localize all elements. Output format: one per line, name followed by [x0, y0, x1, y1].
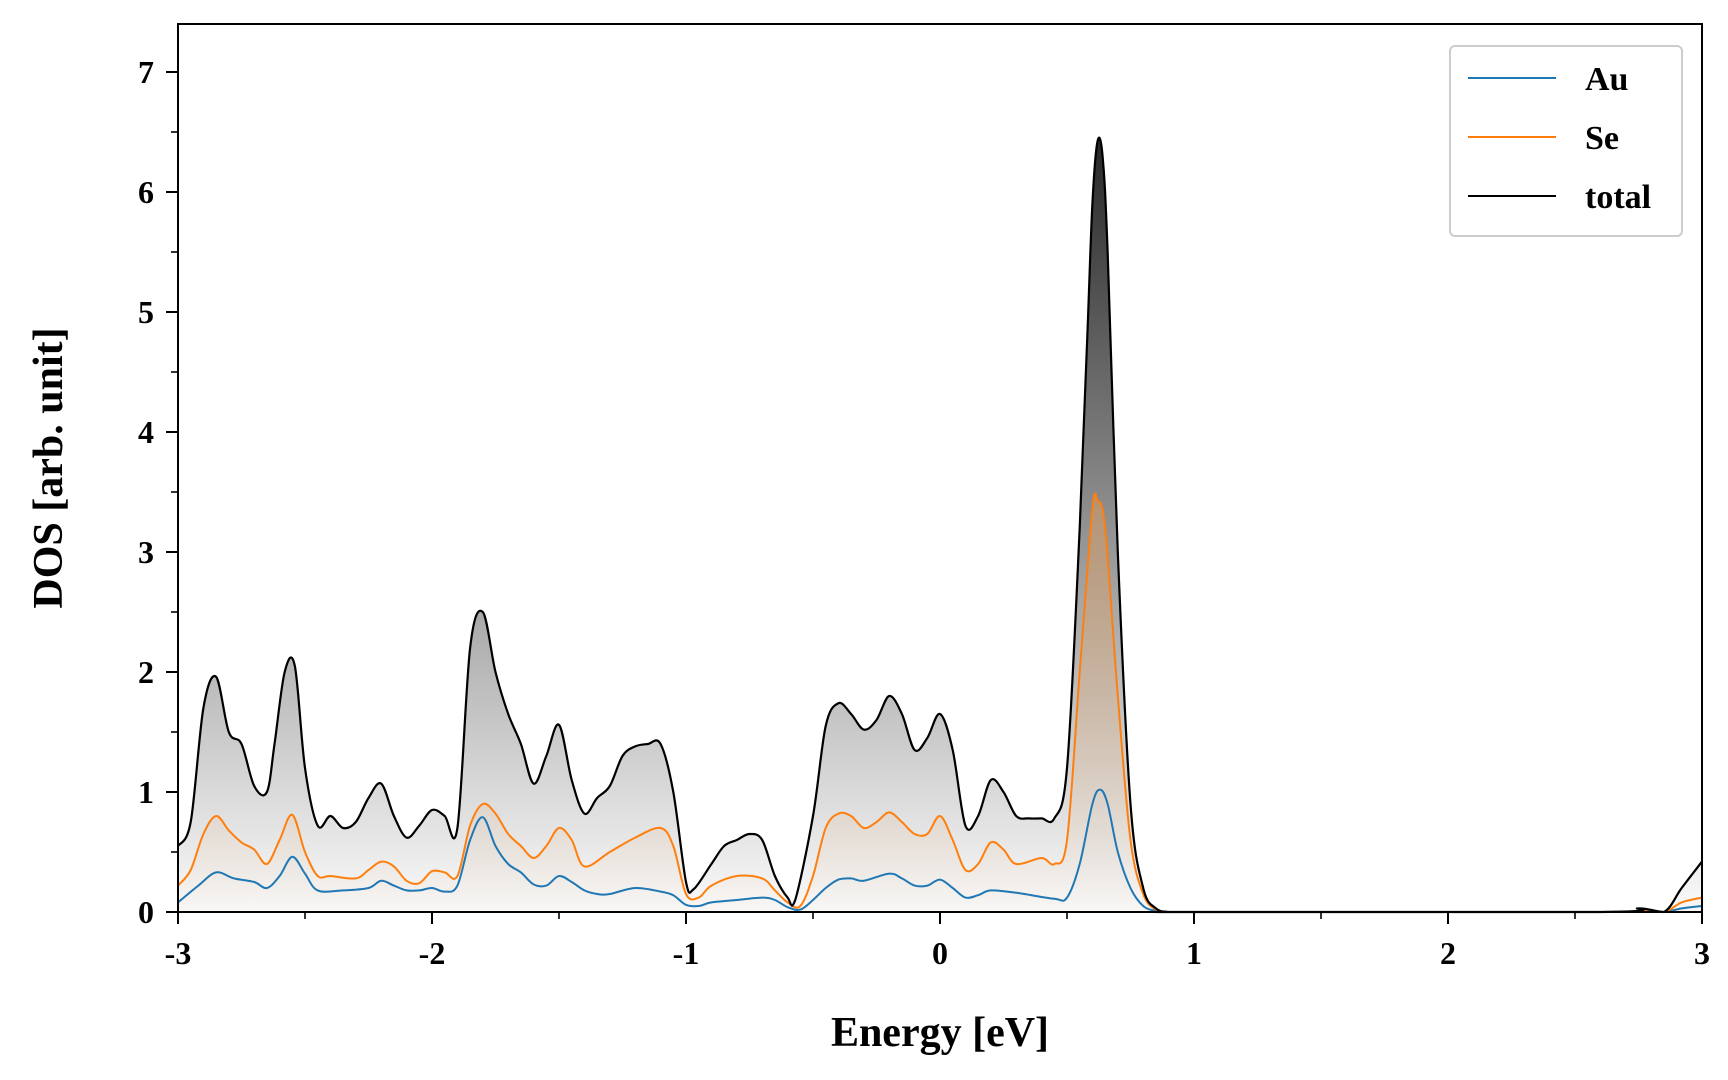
fill-au	[178, 789, 1702, 912]
x-tick-label: 0	[932, 935, 948, 971]
y-tick-label: 3	[138, 534, 154, 570]
series-lines	[177, 136, 1703, 914]
y-tick-label: 1	[138, 774, 154, 810]
y-tick-label: 4	[138, 414, 154, 450]
x-tick-label: -1	[673, 935, 700, 971]
legend: Au Se total	[1449, 45, 1683, 237]
series-line-total	[177, 136, 1703, 914]
y-tick-label: 5	[138, 294, 154, 330]
x-tick-label: 2	[1440, 935, 1456, 971]
x-tick-label: -2	[419, 935, 446, 971]
y-axis: 0 1 2 3 4 5 6 7	[138, 54, 178, 930]
legend-label-se: Se	[1585, 120, 1619, 157]
x-axis-title: Energy [eV]	[831, 1010, 1049, 1056]
series-line-se	[177, 492, 1703, 914]
y-axis-title: DOS [arb. unit]	[26, 327, 72, 608]
fill-se	[178, 493, 1702, 912]
y-tick-label: 6	[138, 174, 154, 210]
legend-box	[1449, 45, 1683, 237]
legend-label-au: Au	[1585, 61, 1628, 98]
legend-label-total: total	[1585, 179, 1651, 216]
x-tick-label: -3	[165, 935, 192, 971]
x-axis: -3 -2 -1 0 1 2 3	[165, 912, 1710, 971]
y-tick-label: 2	[138, 654, 154, 690]
x-tick-label: 1	[1186, 935, 1202, 971]
y-tick-label: 0	[138, 894, 154, 930]
series-line-au	[177, 788, 1703, 914]
y-tick-label: 7	[138, 54, 154, 90]
x-tick-label: 3	[1694, 935, 1710, 971]
fill-total	[178, 137, 1702, 913]
series-fills	[178, 137, 1702, 913]
